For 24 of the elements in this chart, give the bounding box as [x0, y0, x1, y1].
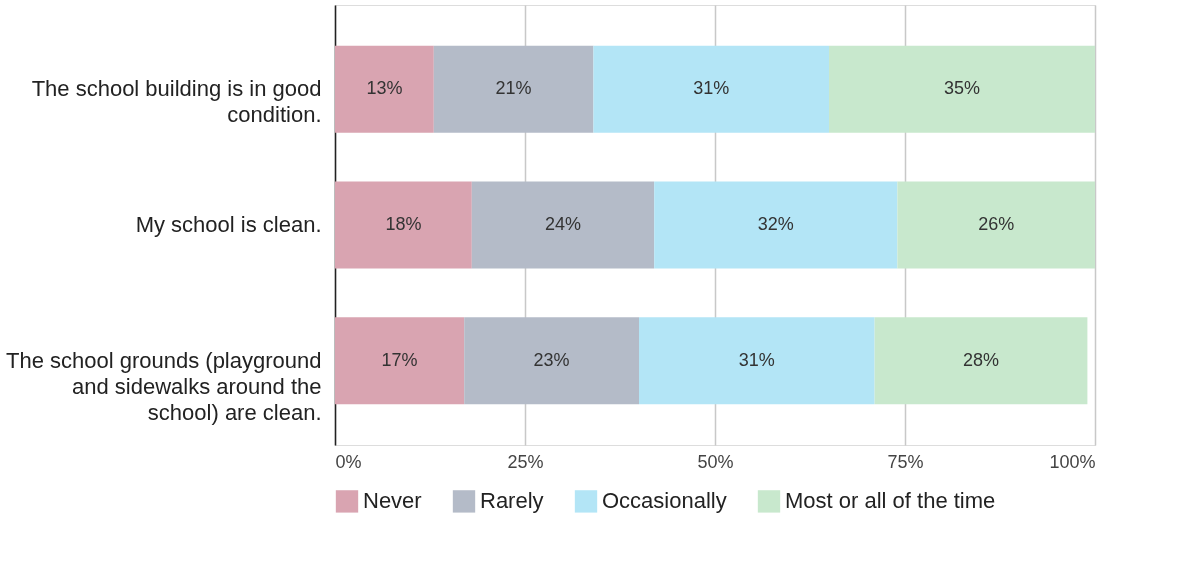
data-label: 32%	[757, 214, 794, 234]
x-tick-label: 50%	[697, 451, 734, 472]
y-tick-label: The school building is in good condition.	[31, 76, 322, 128]
legend-label: Rarely	[480, 488, 544, 514]
data-label: 26%	[978, 214, 1015, 234]
data-label: 17%	[381, 349, 418, 370]
data-label: 31%	[693, 78, 730, 99]
x-tick-label: 75%	[887, 451, 924, 472]
x-tick-label: 100%	[1049, 451, 1096, 472]
data-label: 31%	[738, 349, 775, 370]
data-label: 28%	[962, 349, 1000, 370]
data-label: 24%	[544, 214, 582, 234]
data-label: 23%	[533, 349, 570, 370]
legend-label: Occasionally	[602, 488, 727, 514]
legend-label: Most or all of the time	[785, 488, 996, 514]
data-label: 35%	[943, 78, 981, 99]
y-tick-label: My school is clean.	[135, 212, 322, 237]
y-tick-label: The school grounds (playground and sidewalks around the school) are clean.	[5, 347, 322, 425]
x-tick-label: 0%	[335, 451, 362, 472]
data-label: 21%	[495, 78, 532, 99]
x-tick-label: 25%	[507, 451, 544, 472]
data-label: 13%	[366, 78, 403, 99]
data-label: 18%	[385, 214, 422, 234]
legend-label: Never	[363, 488, 422, 514]
